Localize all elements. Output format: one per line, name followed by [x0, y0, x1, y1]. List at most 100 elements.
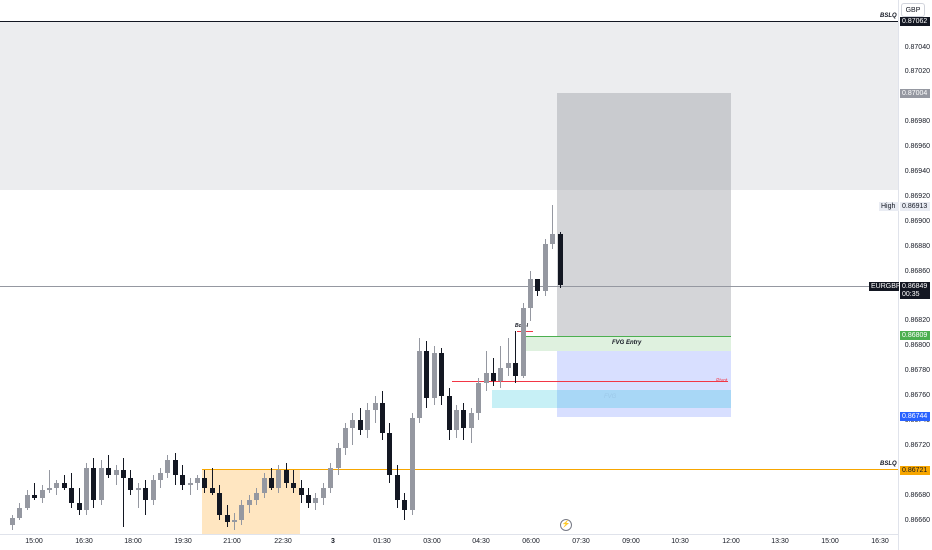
countdown-tag: 00:35: [900, 290, 930, 299]
candle-body: [306, 495, 311, 503]
time-tick-label: 18:00: [124, 538, 142, 545]
position-stop-zone[interactable]: [557, 351, 731, 417]
candle-body: [232, 520, 237, 523]
candle-wick: [189, 477, 191, 496]
candle-body: [498, 368, 504, 381]
candle-wick: [515, 330, 517, 384]
candle-body: [17, 507, 23, 518]
candle-body: [47, 487, 52, 491]
candle-body: [143, 487, 149, 501]
candle-body: [172, 460, 178, 476]
fvg-label: FVG: [604, 394, 617, 400]
candle-wick: [352, 412, 354, 446]
time-tick-label: 21:00: [223, 538, 241, 545]
bslq-bottom-line[interactable]: [202, 469, 898, 470]
premium-zone[interactable]: [0, 21, 898, 190]
candle-body: [261, 477, 267, 493]
fvg-entry-label: FVG Entry: [612, 340, 642, 346]
candle-body: [409, 417, 415, 511]
bslq-top-line[interactable]: [0, 21, 898, 22]
candle-body: [32, 495, 38, 498]
candle-body: [483, 373, 489, 384]
candle-wick: [507, 338, 509, 376]
candle-body: [239, 505, 245, 520]
candle-body: [39, 490, 45, 498]
price-tick-label: 0.86820: [904, 317, 930, 325]
candle-body: [54, 482, 60, 488]
candle-body: [135, 487, 141, 491]
candle-body: [298, 487, 304, 496]
candle-body: [491, 373, 496, 381]
candle-wick: [500, 345, 502, 389]
candle-wick: [211, 467, 213, 496]
candle-body: [431, 353, 437, 398]
candle-wick: [293, 470, 295, 493]
bslq-bottom-price-tag: 0.86721: [900, 466, 930, 475]
candle-body: [276, 470, 282, 488]
price-tick-label: 0.86680: [904, 491, 930, 499]
candle-body: [387, 432, 393, 476]
candle-body: [417, 350, 422, 418]
time-tick-label: 12:00: [722, 538, 740, 545]
currency-selector[interactable]: GBP: [901, 3, 925, 17]
candle-body: [158, 472, 163, 481]
candle-body: [542, 243, 548, 291]
candle-body: [269, 477, 274, 488]
candle-body: [328, 467, 334, 488]
candle-body: [187, 482, 193, 486]
lightning-icon[interactable]: ⚡: [560, 519, 572, 531]
candle-body: [424, 350, 430, 398]
candle-body: [446, 395, 452, 431]
price-tick-label: 0.87020: [904, 68, 930, 76]
candle-body: [84, 467, 89, 511]
candle-body: [254, 492, 260, 501]
candle-body: [195, 477, 200, 483]
candle-body: [557, 233, 563, 285]
price-tick-label: 0.86780: [904, 367, 930, 375]
candle-body: [476, 383, 482, 413]
time-tick-label: 15:00: [821, 538, 839, 545]
stop-price-tag: 0.86744: [900, 412, 930, 421]
time-tick-label: 03:00: [423, 538, 441, 545]
entry-price-tag: 0.86809: [900, 331, 930, 340]
price-tick-label: 0.86920: [904, 192, 930, 200]
current-price-tag: 0.86849: [900, 282, 930, 291]
high-price-tag: 0.86913: [900, 202, 930, 211]
price-tick-label: 0.86660: [904, 516, 930, 524]
candle-body: [180, 475, 186, 486]
price-tick-label: 0.86860: [904, 267, 930, 275]
bslq-top-price-tag: 0.87062: [900, 17, 930, 26]
price-tick-label: 0.86940: [904, 167, 930, 175]
candle-body: [454, 410, 459, 431]
candle-body: [335, 447, 341, 468]
price-tick-label: 0.86760: [904, 392, 930, 400]
pivot-line[interactable]: [452, 381, 728, 382]
bslq-top-label: BSLQ: [880, 13, 897, 19]
fvg-zone[interactable]: [492, 390, 731, 408]
pivot-label: Pivot: [716, 378, 728, 384]
price-tick-label: 0.86880: [904, 242, 930, 250]
candle-wick: [108, 455, 110, 478]
candle-wick: [137, 482, 139, 508]
time-tick-label: 10:30: [671, 538, 689, 545]
time-tick-label: 15:00: [25, 538, 43, 545]
time-scale[interactable]: 15:00 16:30 18:00 19:30 21:00 22:30 3 01:30 03:0…: [0, 534, 898, 550]
candle-body: [283, 470, 289, 483]
candle-body: [217, 492, 223, 515]
candle-body: [343, 427, 348, 448]
candle-body: [61, 482, 67, 488]
position-target-zone[interactable]: [557, 93, 731, 336]
time-tick-label: 04:30: [472, 538, 490, 545]
candle-body: [128, 477, 134, 491]
candle-body: [246, 500, 252, 506]
fvg-entry-zone[interactable]: [525, 336, 731, 351]
candle-body: [320, 487, 326, 498]
bslq-bottom-label: BSLQ: [880, 461, 897, 467]
candle-body: [528, 278, 533, 309]
time-tick-label: 16:30: [75, 538, 93, 545]
chart-area[interactable]: BSLQ BSLQ FVG Entry FVG BoS-I Pivot ⚡: [0, 0, 898, 534]
candle-body: [24, 495, 30, 508]
candle-body: [121, 470, 126, 478]
candle-wick: [493, 358, 494, 386]
candle-body: [202, 477, 208, 488]
